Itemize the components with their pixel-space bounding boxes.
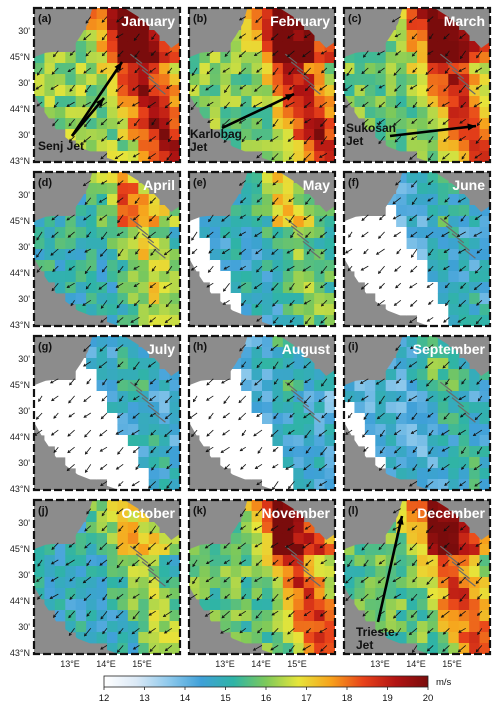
lat-label: 30' <box>18 130 30 140</box>
panel-letter: (a) <box>38 13 52 25</box>
colorbar-tick-label: 20 <box>423 693 434 704</box>
lat-label: 43°N <box>10 156 30 166</box>
sukosan-jet-label: Sukošan Jet <box>346 121 396 148</box>
lon-label: 13°E <box>370 659 390 669</box>
panel-march: (c) March <box>342 6 492 164</box>
karlobag-jet-label: Karlobag Jet <box>190 127 242 154</box>
lon-label: 15°E <box>287 659 307 669</box>
colorbar-tick-label: 15 <box>220 693 231 704</box>
panel-november: (k) November <box>187 498 337 656</box>
lat-label: 30' <box>18 354 30 364</box>
panel-month-title: December <box>417 505 485 521</box>
panel-letter: (d) <box>38 177 52 189</box>
lon-label: 13°E <box>60 659 80 669</box>
panel-august: (h) August <box>187 334 337 492</box>
panel-month-title: February <box>270 13 330 29</box>
lat-label: 43°N <box>10 648 30 658</box>
panel-letter: (i) <box>348 341 359 353</box>
axis-labels: 30' 45°N 30' 44°N 30' 43°N 30' 45°N 30' 44°N 30' 43… <box>10 26 462 669</box>
lon-label: 14°E <box>96 659 116 669</box>
panel-june: (f) June <box>342 170 492 328</box>
colorbar-gradient <box>103 675 429 688</box>
trieste-jet-label: Trieste Jet <box>356 625 395 652</box>
lat-label: 30' <box>18 26 30 36</box>
lon-label: 15°E <box>442 659 462 669</box>
panel-letter: (b) <box>193 13 207 25</box>
colorbar: 12 13 14 15 16 17 18 19 20m/s <box>99 675 452 704</box>
lat-label: 30' <box>18 570 30 580</box>
panel-letter: (j) <box>38 505 49 517</box>
lat-label: 30' <box>18 406 30 416</box>
lat-label: 30' <box>18 242 30 252</box>
colorbar-tick-label: 14 <box>180 693 191 704</box>
panel-may: (e) May <box>187 170 337 328</box>
panel-month-title: June <box>452 177 485 193</box>
lat-label: 44°N <box>10 432 30 442</box>
colorbar-tick-label: 18 <box>342 693 353 704</box>
panel-letter: (c) <box>348 13 362 25</box>
panel-month-title: September <box>413 341 486 357</box>
panel-letter: (g) <box>38 341 52 353</box>
panel-letter: (e) <box>193 177 207 189</box>
panel-month-title: April <box>143 177 175 193</box>
colorbar-tick-label: 17 <box>301 693 312 704</box>
panel-february: (b) February <box>187 6 337 164</box>
colorbar-unit: m/s <box>436 677 452 688</box>
panel-month-title: May <box>303 177 330 193</box>
panel-letter: (k) <box>193 505 207 517</box>
panel-letter: (f) <box>348 177 359 189</box>
panel-month-title: November <box>262 505 331 521</box>
lat-label: 43°N <box>10 484 30 494</box>
lon-label: 14°E <box>406 659 426 669</box>
lon-label: 13°E <box>215 659 235 669</box>
lat-label: 45°N <box>10 544 30 554</box>
lat-label: 30' <box>18 294 30 304</box>
colorbar-tick-label: 19 <box>382 693 393 704</box>
colorbar-tick-label: 12 <box>99 693 110 704</box>
colorbar-tick-label: 16 <box>261 693 272 704</box>
jet-annotations: Senj Jet Karlobag Jet Sukošan Jet Trieste Jet <box>38 61 477 652</box>
lat-label: 44°N <box>10 268 30 278</box>
panel-december: (l) December <box>342 498 492 656</box>
panel-september: (i) September <box>342 334 492 492</box>
panel-october: (j) October <box>32 498 182 656</box>
panel-april: (d) April <box>32 170 182 328</box>
lat-label: 45°N <box>10 52 30 62</box>
lat-label: 43°N <box>10 320 30 330</box>
lat-label: 44°N <box>10 104 30 114</box>
panel-july: (g) July <box>32 334 182 492</box>
lat-label: 30' <box>18 458 30 468</box>
panel-month-title: August <box>282 341 331 357</box>
lat-label: 30' <box>18 190 30 200</box>
panel-month-title: March <box>444 13 485 29</box>
colorbar-tick-label: 13 <box>139 693 150 704</box>
panel-month-title: January <box>121 13 175 29</box>
panel-letter: (h) <box>193 341 207 353</box>
lat-label: 30' <box>18 518 30 528</box>
panel-month-title: October <box>121 505 175 521</box>
lon-label: 14°E <box>251 659 271 669</box>
lat-label: 30' <box>18 78 30 88</box>
panel-january: (a) January <box>32 6 182 164</box>
lon-label: 15°E <box>132 659 152 669</box>
lat-label: 45°N <box>10 380 30 390</box>
lat-label: 30' <box>18 622 30 632</box>
panel-month-title: July <box>147 341 175 357</box>
panels-grid: (a) January (b) February (c) March (d) April (e)… <box>32 6 492 656</box>
lat-label: 45°N <box>10 216 30 226</box>
lat-label: 44°N <box>10 596 30 606</box>
senj-jet-label: Senj Jet <box>38 139 84 153</box>
panel-letter: (l) <box>348 505 359 517</box>
